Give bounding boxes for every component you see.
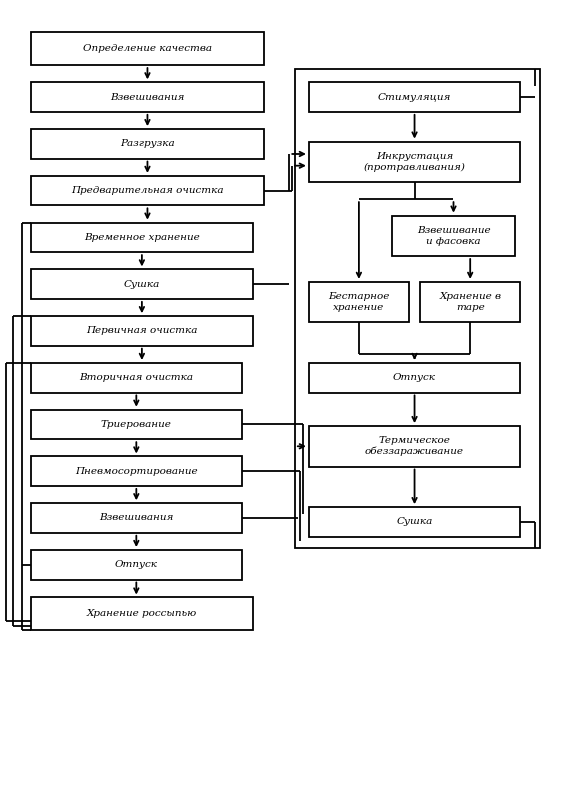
Bar <box>30 550 242 579</box>
Bar <box>30 456 242 486</box>
Text: Хранение в
таре: Хранение в таре <box>439 292 501 312</box>
Bar <box>30 32 264 65</box>
Text: Вторичная очистка: Вторичная очистка <box>79 373 193 382</box>
Bar <box>420 282 520 323</box>
Bar <box>309 507 520 537</box>
Text: Бестарное
хранение: Бестарное хранение <box>328 292 389 312</box>
Bar <box>309 426 520 466</box>
Bar <box>30 223 253 252</box>
Bar <box>309 363 520 392</box>
Text: Термическое
обеззараживание: Термическое обеззараживание <box>365 436 464 456</box>
Bar <box>30 269 253 299</box>
Text: Взвешивание
и фасовка: Взвешивание и фасовка <box>416 226 490 246</box>
Text: Отпуск: Отпуск <box>115 560 158 569</box>
Bar <box>295 69 540 549</box>
Bar <box>30 363 242 392</box>
Text: Предварительная очистка: Предварительная очистка <box>71 186 224 195</box>
Text: Инкрустация
(протравливания): Инкрустация (протравливания) <box>364 152 465 172</box>
Text: Взвешивания: Взвешивания <box>110 93 185 101</box>
Text: Триерование: Триерование <box>101 420 172 429</box>
Text: Временное хранение: Временное хранение <box>84 233 200 242</box>
Text: Стимуляция: Стимуляция <box>378 93 451 101</box>
Bar <box>30 410 242 440</box>
Text: Отпуск: Отпуск <box>393 373 436 382</box>
Bar <box>30 129 264 159</box>
Text: Определение качества: Определение качества <box>83 44 212 53</box>
Bar <box>30 597 253 630</box>
Text: Сушка: Сушка <box>396 517 433 527</box>
Bar <box>30 503 242 533</box>
Text: Первичная очистка: Первичная очистка <box>86 327 198 335</box>
Text: Хранение россыпью: Хранение россыпью <box>87 609 197 619</box>
Bar <box>30 176 264 206</box>
Text: Взвешивания: Взвешивания <box>99 513 174 523</box>
Bar <box>309 282 409 323</box>
Text: Разгрузка: Разгрузка <box>120 140 175 148</box>
Bar <box>30 82 264 112</box>
Bar <box>309 141 520 182</box>
Bar <box>392 216 515 256</box>
Text: Сушка: Сушка <box>124 279 160 289</box>
Bar <box>309 82 520 112</box>
Bar <box>30 316 253 345</box>
Text: Пневмосортирование: Пневмосортирование <box>75 467 198 476</box>
